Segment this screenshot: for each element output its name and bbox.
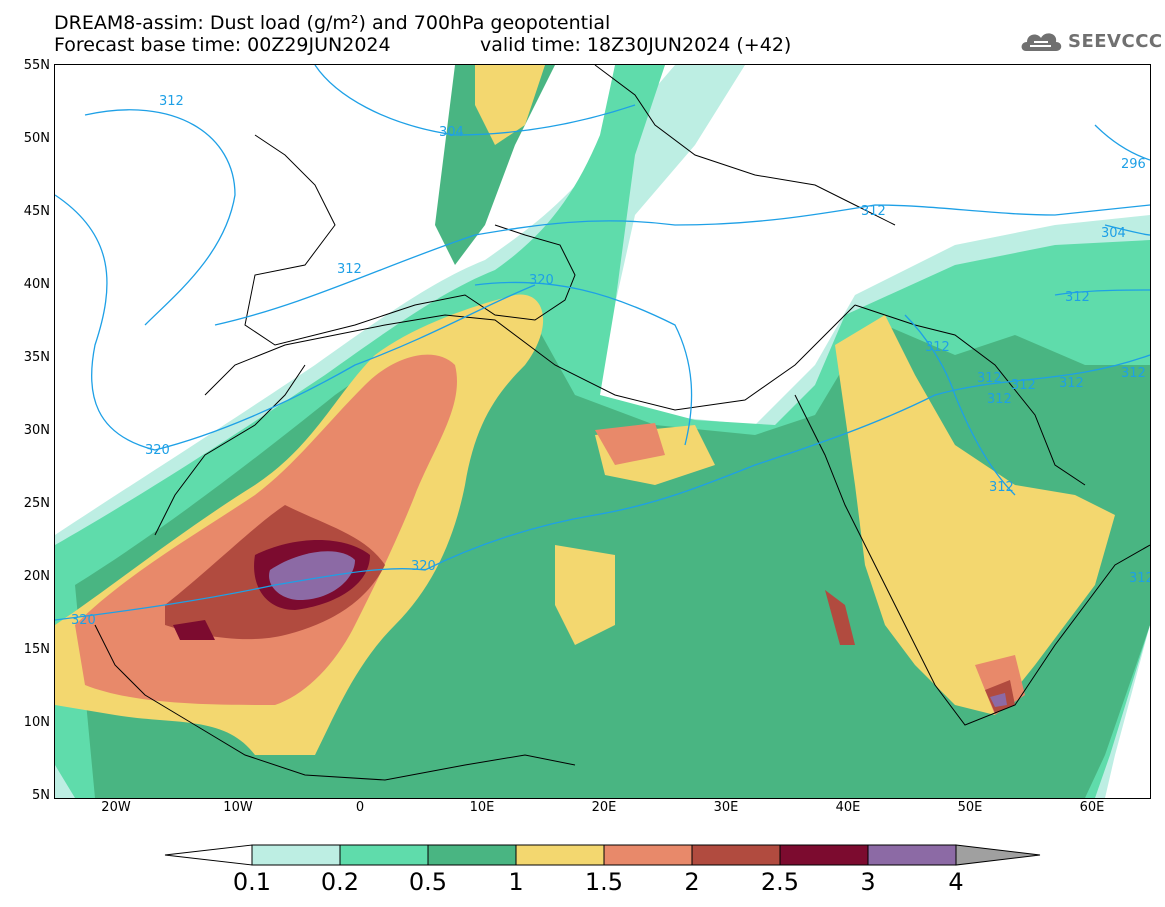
arabia-dust-c4 xyxy=(835,315,1115,715)
contour-label: 312 xyxy=(1065,290,1090,305)
contour-label: 320 xyxy=(529,273,554,288)
colorbar-segment xyxy=(603,844,693,866)
west-dust-c7 xyxy=(173,620,215,640)
colorbar-label: 0.1 xyxy=(232,868,272,896)
colorbar-label: 2.5 xyxy=(760,868,800,896)
lon-label: 40E xyxy=(835,800,861,815)
lat-label: 45N xyxy=(23,204,50,219)
valid-time: valid time: 18Z30JUN2024 (+42) xyxy=(480,34,792,56)
contour-label: 312 xyxy=(987,392,1012,407)
geopotential-contours xyxy=(55,65,1150,621)
logo-text: SEEVCCC xyxy=(1068,30,1163,52)
contour-label: 312 xyxy=(1059,376,1084,391)
colorbar-label: 0.2 xyxy=(320,868,360,896)
contour-label: 312 xyxy=(159,94,184,109)
colorbar xyxy=(164,844,1041,866)
contour-label: 320 xyxy=(71,613,96,628)
sahel-dust-c4 xyxy=(555,545,615,645)
colorbar-segment xyxy=(251,844,341,866)
dust-band-c8 xyxy=(269,551,355,600)
seevccc-logo: SEEVCCC xyxy=(1018,26,1163,56)
geopotential-label-group: 312 304 296 312 304 312 312 320 312 312 … xyxy=(71,94,1150,628)
contour-label: 312 xyxy=(1121,366,1146,381)
lat-label: 55N xyxy=(23,58,50,73)
colorbar-segment xyxy=(427,844,517,866)
lon-label: 30E xyxy=(713,800,739,815)
colorbar-right-arrow xyxy=(955,844,1041,866)
contour-label: 312 xyxy=(337,262,362,277)
colorbar-label: 1.5 xyxy=(584,868,624,896)
colorbar-segment xyxy=(779,844,869,866)
lat-label: 20N xyxy=(23,569,50,584)
colorbar-label: 3 xyxy=(860,868,876,896)
colorbar-segment xyxy=(691,844,781,866)
lon-label: 10E xyxy=(469,800,495,815)
lon-label: 60E xyxy=(1079,800,1105,815)
lat-label: 5N xyxy=(32,788,50,803)
cloud-logo-icon xyxy=(1021,33,1062,51)
lat-label: 50N xyxy=(23,131,50,146)
redsea-dust-c6 xyxy=(825,590,855,645)
lat-label: 15N xyxy=(23,642,50,657)
lat-label: 35N xyxy=(23,350,50,365)
contour-label: 312 xyxy=(1011,378,1036,393)
contour-label: 296 xyxy=(1121,157,1146,172)
contour-label: 312 xyxy=(861,204,886,219)
chart-title: DREAM8-assim: Dust load (g/m²) and 700hP… xyxy=(54,12,611,34)
lat-label: 25N xyxy=(23,496,50,511)
lon-label: 10W xyxy=(223,800,253,815)
libya-dust-c5 xyxy=(595,423,665,465)
contour-label: 320 xyxy=(411,559,436,574)
lat-label: 40N xyxy=(23,277,50,292)
lon-label: 20W xyxy=(101,800,131,815)
colorbar-left-arrow xyxy=(164,844,253,866)
colorbar-segment xyxy=(339,844,429,866)
contour-label: 320 xyxy=(145,443,170,458)
lat-label: 10N xyxy=(23,715,50,730)
contour-label: 312 xyxy=(1129,571,1150,586)
lon-label: 50E xyxy=(957,800,983,815)
contour-label: 312 xyxy=(989,480,1014,495)
lon-label: 0 xyxy=(355,800,365,815)
forecast-base-time: Forecast base time: 00Z29JUN2024 xyxy=(54,34,391,56)
contour-label: 304 xyxy=(439,125,464,140)
arabia-dust-c8 xyxy=(990,693,1007,707)
colorbar-segment xyxy=(515,844,605,866)
colorbar-label: 0.5 xyxy=(408,868,448,896)
colorbar-label: 1 xyxy=(508,868,524,896)
contour-label: 304 xyxy=(1101,226,1126,241)
contour-label: 312 xyxy=(977,371,1002,386)
colorbar-label: 4 xyxy=(948,868,964,896)
europe-dust-c4 xyxy=(475,65,545,145)
lat-label: 30N xyxy=(23,423,50,438)
colorbar-label: 2 xyxy=(684,868,700,896)
contour-label: 312 xyxy=(925,340,950,355)
lon-label: 20E xyxy=(591,800,617,815)
dust-map: 312 304 296 312 304 312 312 320 312 312 … xyxy=(54,64,1151,799)
colorbar-segment xyxy=(867,844,957,866)
